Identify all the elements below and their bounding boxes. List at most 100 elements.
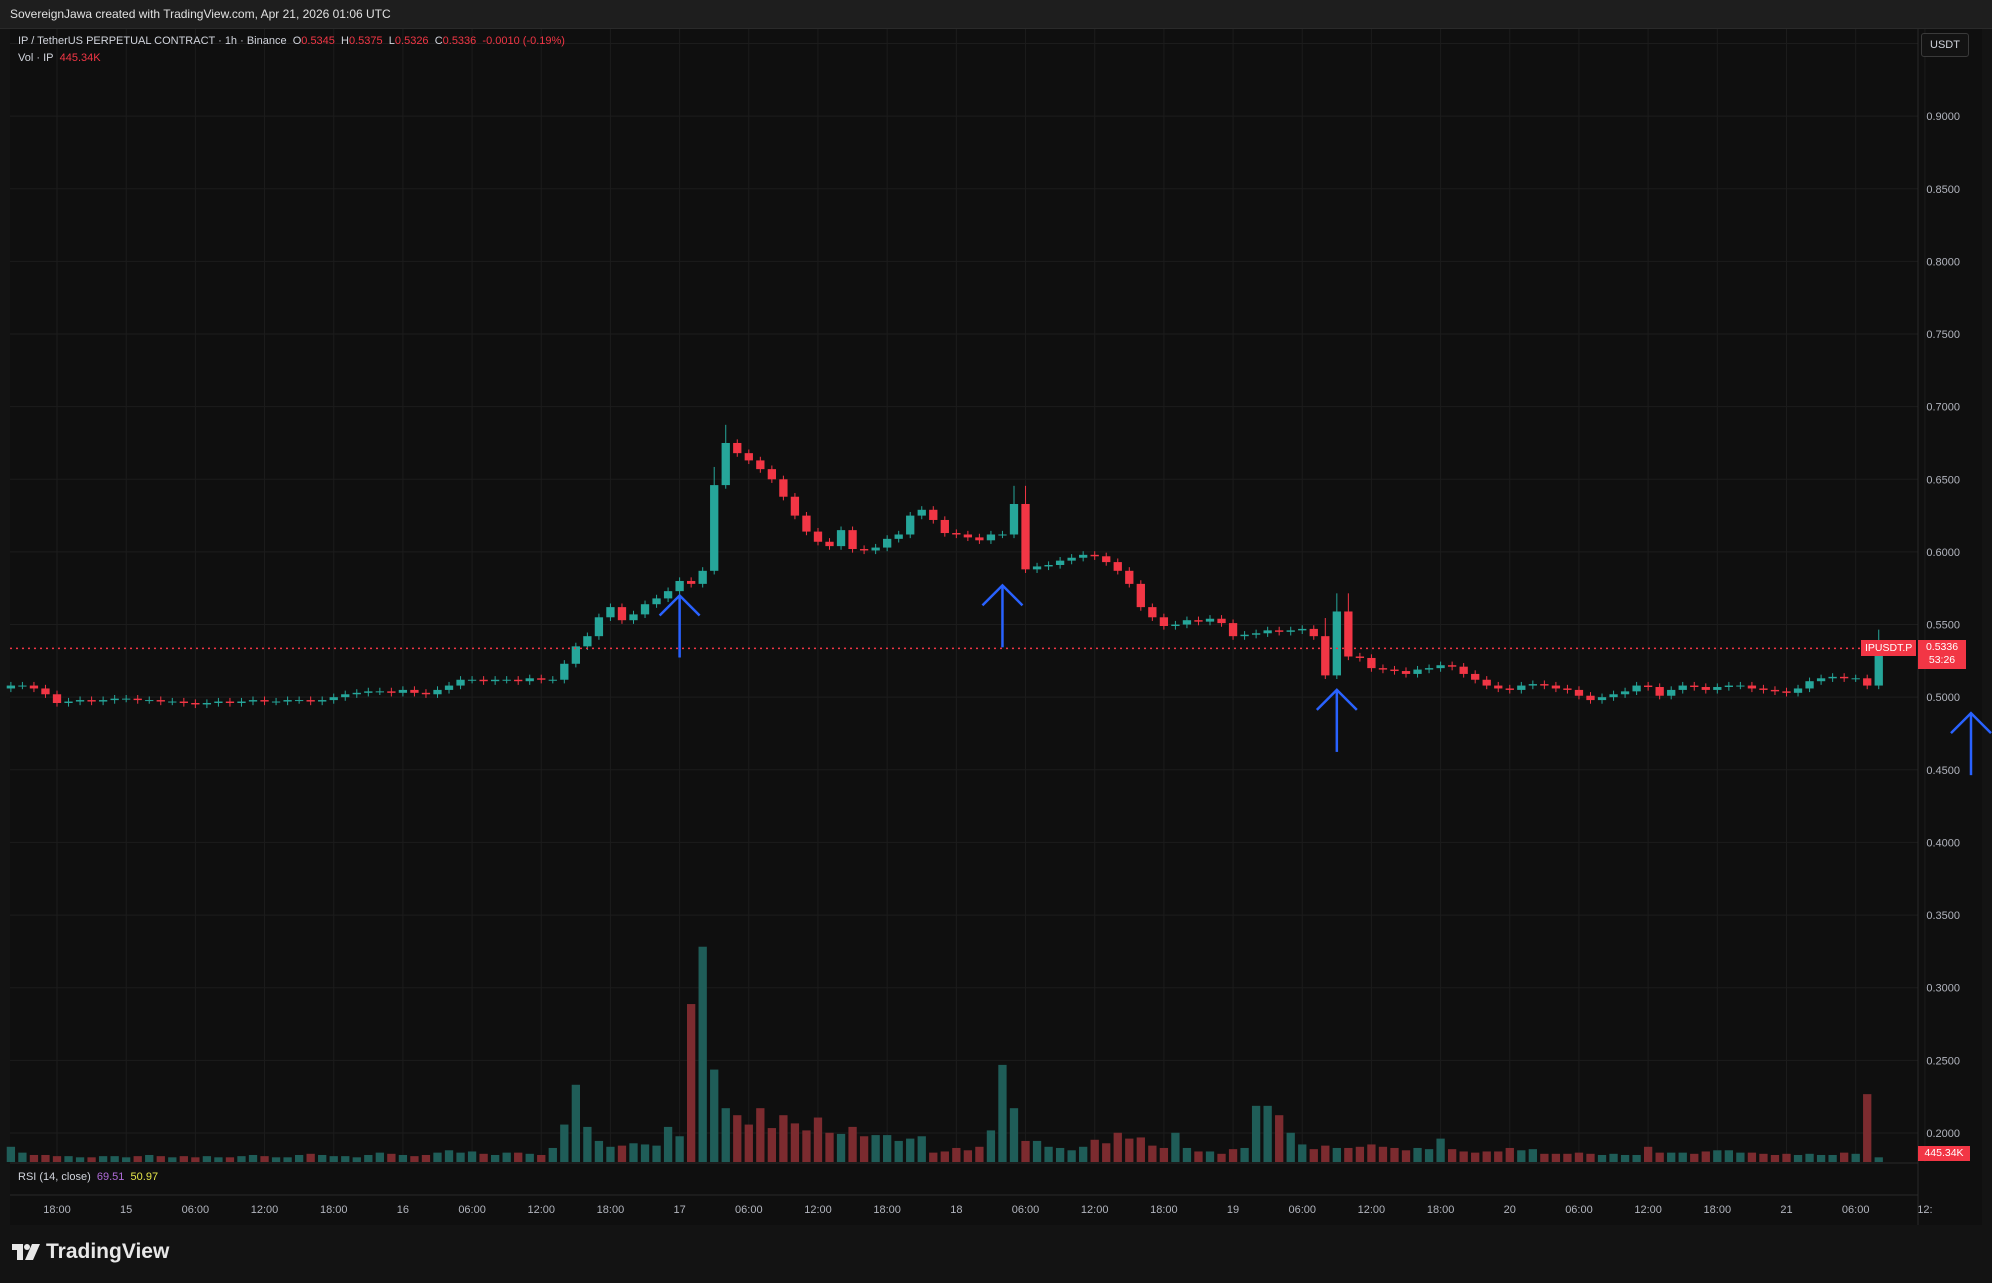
volume-bar: [433, 1152, 442, 1162]
candle-body: [963, 534, 973, 538]
volume-bar: [248, 1154, 258, 1162]
volume-bar: [1770, 1154, 1780, 1162]
volume-bar: [1747, 1152, 1757, 1162]
candle-body: [283, 700, 292, 702]
open-label: O: [292, 35, 302, 47]
candle-body: [1344, 611, 1353, 657]
candle-body: [1701, 687, 1710, 690]
time-tick-label: 18: [950, 1204, 962, 1216]
volume-bar: [1793, 1154, 1803, 1162]
change-value: -0.0010 (-0.19%): [482, 35, 565, 47]
time-tick-label: 06:00: [735, 1204, 763, 1216]
candle-body: [906, 515, 915, 535]
volume-bar: [1494, 1151, 1503, 1162]
time-tick-label: 20: [1504, 1204, 1516, 1216]
candle-body: [525, 678, 534, 682]
volume-bar: [1713, 1150, 1722, 1162]
volume-bar: [1528, 1149, 1537, 1162]
time-tick-label: 06:00: [458, 1204, 486, 1216]
volume-bar: [825, 1132, 834, 1162]
volume-bar: [1171, 1132, 1180, 1162]
volume-bar: [548, 1147, 557, 1162]
candle-body: [110, 698, 119, 701]
candle-body: [721, 442, 730, 486]
volume-bar: [1759, 1153, 1768, 1162]
candle-body: [710, 485, 719, 571]
candle-body: [260, 700, 269, 702]
price-tick-label: 0.4500: [1926, 765, 1960, 777]
price-tick-label: 0.2500: [1926, 1055, 1960, 1067]
volume-bar: [110, 1156, 119, 1162]
candle-body: [1471, 673, 1480, 680]
volume-bar: [1574, 1152, 1584, 1162]
time-tick-label: 06:00: [182, 1204, 210, 1216]
candle-body: [1655, 687, 1664, 696]
candle-body: [1494, 685, 1503, 689]
volume-bar: [1667, 1152, 1676, 1162]
volume-bar: [583, 1126, 592, 1162]
volume-bar: [1655, 1152, 1664, 1162]
candle-body: [29, 685, 39, 689]
volume-bar: [1816, 1154, 1826, 1162]
open-value: 0.5345: [301, 35, 335, 47]
time-tick-label: 16: [397, 1204, 409, 1216]
volume-bar: [1586, 1153, 1595, 1162]
volume-bar: [294, 1154, 304, 1162]
candle-body: [1736, 685, 1745, 687]
volume-bar: [652, 1145, 661, 1162]
low-label: L: [388, 35, 395, 47]
candle-body: [1055, 560, 1065, 565]
volume-bar: [1805, 1153, 1814, 1162]
volume-bar: [1839, 1152, 1849, 1162]
volume-bar: [1724, 1150, 1734, 1162]
candle-body: [871, 547, 880, 551]
currency-unit-button[interactable]: USDT: [1921, 33, 1969, 57]
candle-body: [1401, 671, 1411, 674]
high-label: H: [341, 35, 349, 47]
candle-body: [1805, 681, 1814, 689]
candle-body: [663, 591, 673, 599]
candle-body: [1863, 678, 1872, 686]
volume-bar: [1113, 1132, 1122, 1162]
volume-bar: [1228, 1149, 1238, 1162]
time-tick-label: 12:00: [1358, 1204, 1386, 1216]
candle-body: [698, 570, 707, 584]
candle-body: [1171, 624, 1180, 627]
candle-body: [191, 702, 200, 705]
volume-bar: [1874, 1157, 1883, 1162]
chart-frame[interactable]: [10, 29, 1982, 1225]
time-tick-label: 18:00: [597, 1204, 625, 1216]
candle-body: [1240, 634, 1249, 637]
volume-bar: [421, 1154, 431, 1162]
volume-bar: [1851, 1153, 1860, 1162]
volume-bar: [1136, 1137, 1145, 1162]
price-tick-label: 0.8500: [1926, 184, 1960, 196]
candle-body: [1586, 695, 1595, 701]
volume-bar: [1482, 1151, 1491, 1162]
volume-bar: [456, 1152, 465, 1162]
candle-body: [1724, 685, 1734, 688]
time-tick-label: 18:00: [1150, 1204, 1178, 1216]
tradingview-logo[interactable]: TradingView: [12, 1240, 169, 1264]
candle-body: [825, 541, 834, 547]
volume-bar: [87, 1157, 96, 1162]
candle-body: [202, 702, 212, 705]
time-tick-label: 15: [120, 1204, 132, 1216]
price-tick-label: 0.3500: [1926, 910, 1960, 922]
candle-body: [1667, 689, 1676, 696]
time-tick-label: 06:00: [1565, 1204, 1593, 1216]
volume-bar: [1863, 1094, 1872, 1162]
volume-bar: [1505, 1147, 1514, 1162]
volume-bar: [1401, 1150, 1411, 1162]
price-tick-label: 0.7000: [1926, 402, 1960, 414]
candle-body: [1632, 685, 1641, 692]
volume-label: Vol · IP: [18, 52, 54, 64]
volume-bar: [191, 1157, 200, 1162]
price-tick-label: 0.8000: [1926, 256, 1960, 268]
volume-bar: [398, 1154, 408, 1162]
candle-body: [1125, 570, 1134, 584]
volume-bar: [271, 1157, 281, 1162]
candle-body: [1459, 666, 1468, 674]
candle-body: [168, 701, 177, 703]
